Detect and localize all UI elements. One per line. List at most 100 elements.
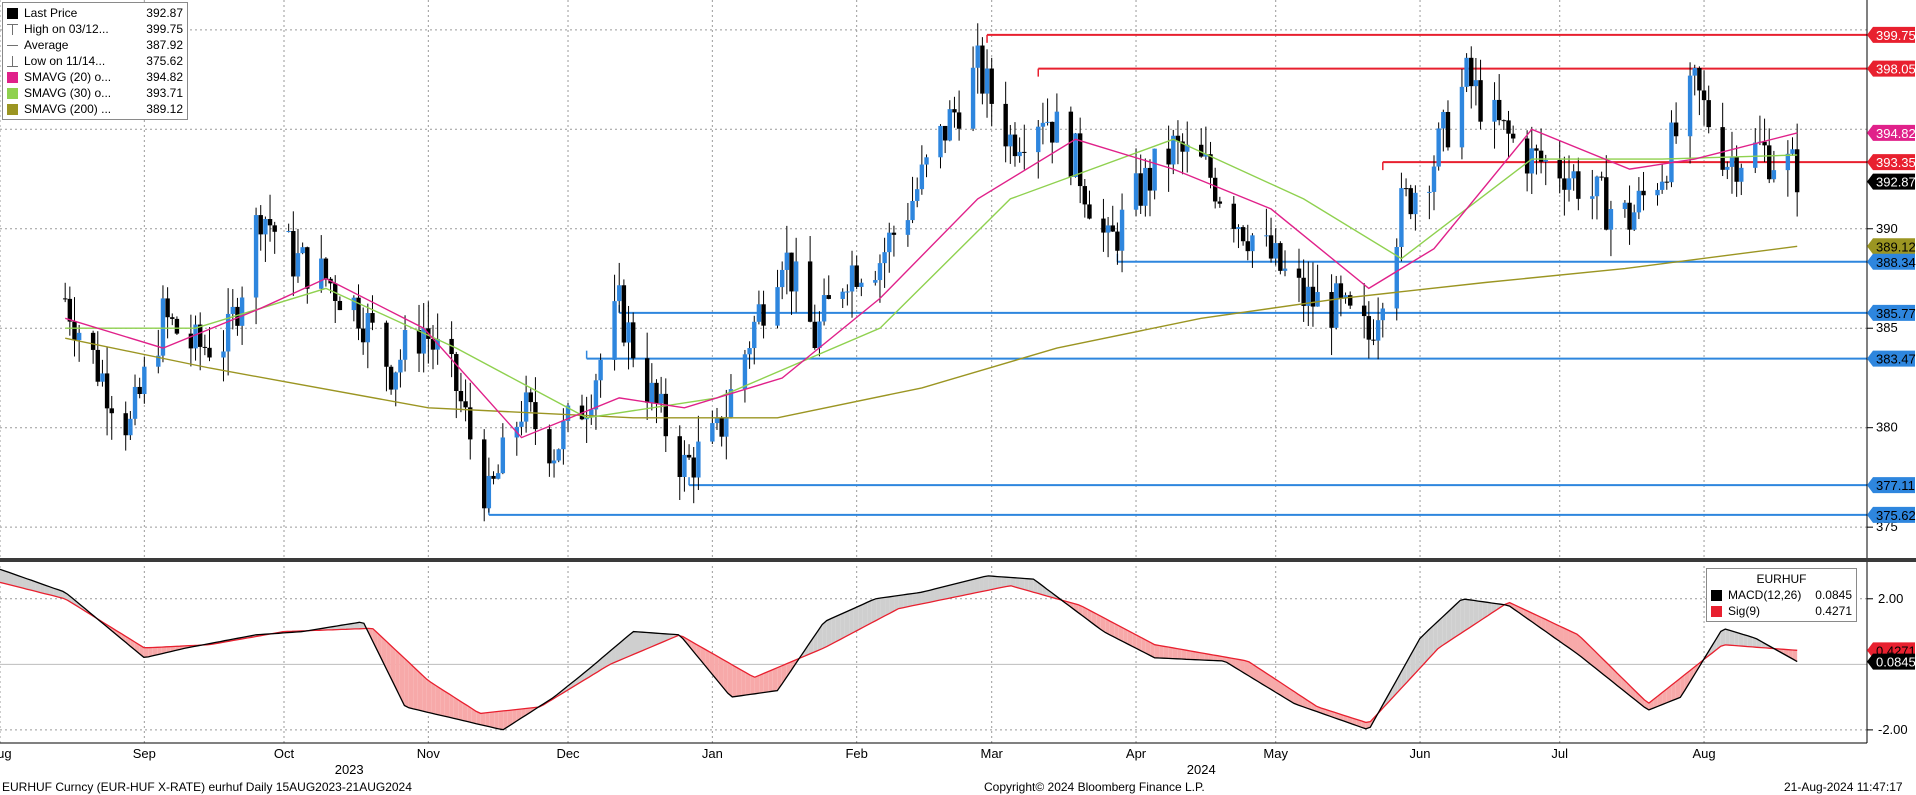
legend-row: SMAVG (200) ... 389.12 <box>3 101 187 117</box>
candle-body <box>1045 121 1050 123</box>
macd-fill <box>1392 678 1398 698</box>
candle-body <box>267 219 273 226</box>
macd-area <box>0 568 1798 731</box>
candle-body <box>519 421 524 427</box>
macd-fill <box>152 647 158 656</box>
macd-fill <box>930 589 935 603</box>
macd-fill <box>611 646 616 664</box>
candle-body <box>356 297 361 329</box>
macd-fill <box>1711 638 1717 654</box>
candle-body <box>696 441 701 478</box>
price-badge-4-bg <box>1867 173 1915 190</box>
candle-body <box>528 392 533 403</box>
macd-fill <box>71 597 77 606</box>
macd-fill <box>903 594 908 608</box>
price-badge-8-bg <box>1867 350 1915 367</box>
macd-fill <box>1792 649 1798 662</box>
x-tick-label-2: Oct <box>274 746 295 761</box>
candle-body <box>128 418 133 436</box>
candle-body <box>67 298 73 322</box>
macd-fill <box>709 652 715 677</box>
macd-fill <box>1428 625 1434 659</box>
x-tick-label-5: Jan <box>702 746 723 761</box>
price-badge-5: 389.12 <box>1867 238 1916 255</box>
macd-fill <box>912 592 917 606</box>
candle-body <box>891 232 897 235</box>
macd-fill <box>871 598 877 623</box>
macd-fill <box>1446 608 1452 643</box>
price-legend: Last Price 392.87 High on 03/12... 399.75 Av… <box>2 2 188 120</box>
candle-body <box>170 317 175 319</box>
y-tick-label-0: 375 <box>1876 519 1898 534</box>
macd-fill <box>956 582 962 597</box>
macd-fill <box>1001 576 1007 588</box>
candle-body <box>1785 153 1791 171</box>
candle-body <box>1171 135 1176 165</box>
candle-body <box>1492 99 1497 122</box>
candle-body <box>1394 247 1399 309</box>
legend-label: Last Price <box>24 6 78 20</box>
price-badge-6: 388.34 <box>1867 253 1916 270</box>
price-badge-2-label: 394.82 <box>1876 126 1916 141</box>
price-level-lines <box>488 33 1867 516</box>
candle-body <box>1720 127 1725 170</box>
macd-fill <box>1648 699 1654 710</box>
y-tick-label-2: 385 <box>1876 320 1898 335</box>
candle-body <box>1529 148 1534 174</box>
olive-swatch-icon <box>7 103 18 115</box>
green-swatch-icon <box>7 87 18 99</box>
macd-fill <box>1689 667 1694 684</box>
x-tick-label-6: Feb <box>845 746 867 761</box>
macd-fill <box>143 647 149 658</box>
macd-fill <box>1720 629 1726 647</box>
macd-fill <box>476 711 481 725</box>
candle-body <box>849 265 855 292</box>
legend-row: High on 03/12... 399.75 <box>3 21 187 37</box>
candle-body <box>854 265 859 287</box>
macd-fill <box>786 662 791 678</box>
price-badge-2: 394.82 <box>1867 124 1916 141</box>
macd-fill <box>1168 647 1173 659</box>
price-badge-7-bg <box>1867 304 1915 321</box>
macd-fill <box>1455 600 1461 637</box>
candle-body <box>1119 209 1125 251</box>
macd-fill <box>777 665 782 691</box>
macd-fill <box>894 595 899 611</box>
candle-body <box>617 285 622 302</box>
x-tick-label-1: Sep <box>133 746 156 761</box>
candle-body <box>644 358 650 403</box>
macd-fill <box>1554 623 1560 641</box>
macd-fill <box>1181 649 1187 660</box>
candle-body <box>365 313 371 343</box>
candle-body <box>947 109 952 141</box>
macd-fill <box>723 659 728 694</box>
candle-body <box>1767 145 1772 180</box>
price-badge-7: 385.77 <box>1867 304 1916 321</box>
candle-body <box>253 215 259 298</box>
macd-fill <box>444 691 450 718</box>
macd-fill <box>741 670 746 696</box>
candle-body <box>1036 126 1041 153</box>
macd-fill <box>489 711 495 728</box>
macd-fill <box>359 622 364 629</box>
macd-fill <box>1136 635 1142 651</box>
candle-body <box>1347 295 1353 306</box>
macd-line <box>0 568 1798 731</box>
macd-fill <box>0 569 5 584</box>
macd-fill <box>431 682 436 715</box>
candle-body <box>1050 121 1055 143</box>
macd-fill <box>498 710 504 730</box>
macd-fill <box>1280 682 1285 698</box>
candle-body <box>565 405 571 421</box>
macd-fill <box>116 630 122 639</box>
macd-fill <box>1666 685 1672 703</box>
candle-body <box>1725 166 1730 170</box>
price-badge-10-bg <box>1867 506 1915 523</box>
candle-body <box>1641 190 1646 196</box>
candle-body <box>1073 133 1078 177</box>
macd-fill <box>1033 579 1038 594</box>
macd-fill <box>31 580 36 592</box>
macd-fill <box>858 604 863 630</box>
macd-fill <box>615 642 621 662</box>
macd-fill <box>1046 589 1052 598</box>
